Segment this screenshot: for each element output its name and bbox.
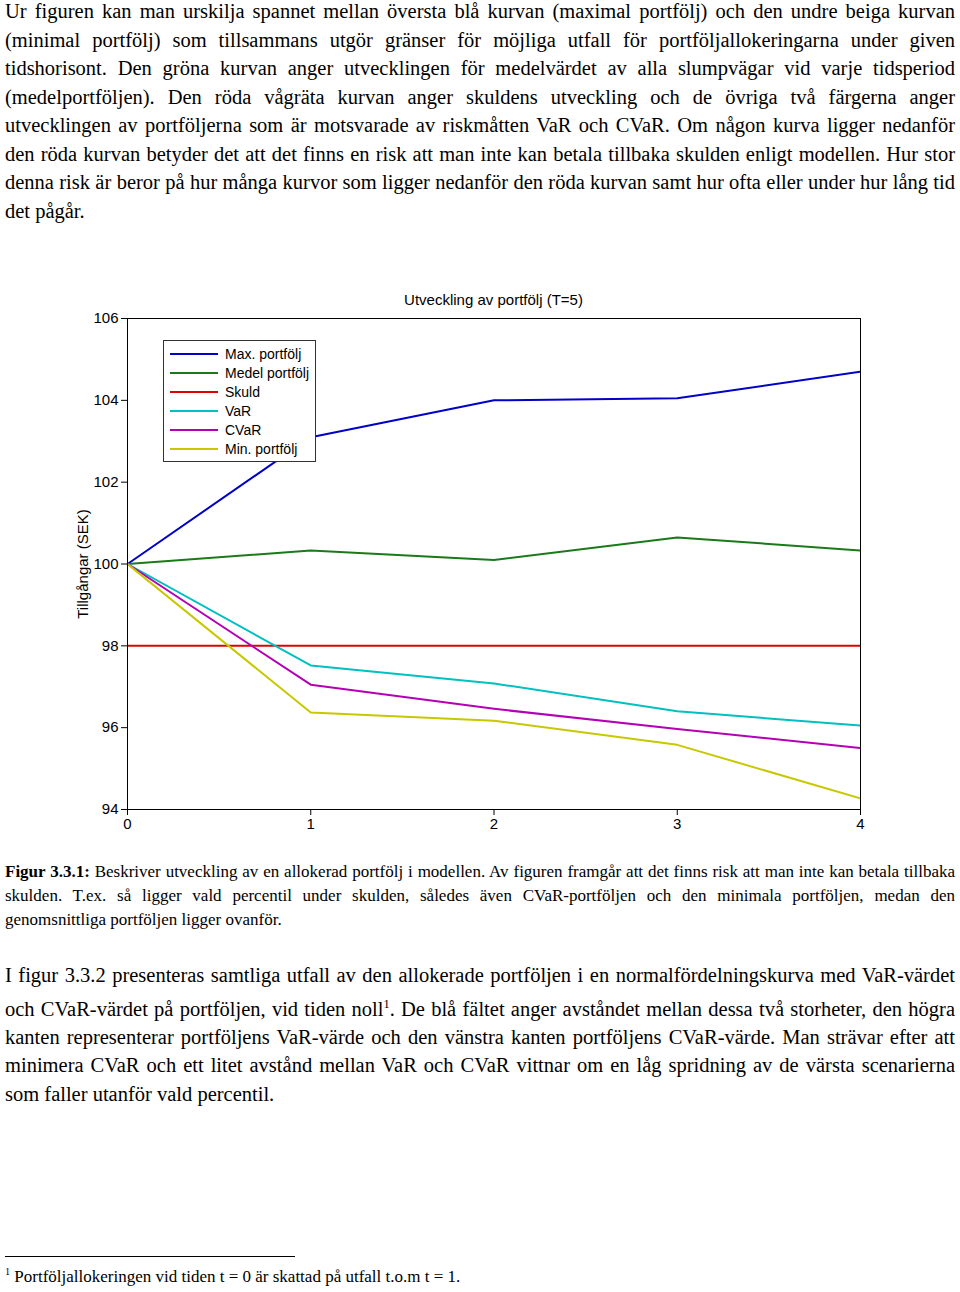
html-text:Ur figuren kan man urskilja sp: Ur figuren kan man urskilja spannet mell… (5, 0, 955, 222)
html-text:I figur 3.3.2 presenteras samt: I figur 3.3.2 presenteras samtliga utfal… (5, 964, 955, 1105)
svg-text:96: 96 (102, 718, 119, 735)
html-text:1Portföljallokeringen vid tide: 1Portföljallokeringen vid tiden t = 0 är… (5, 1266, 461, 1286)
svg-text:1: 1 (307, 815, 315, 832)
html-text:Min. portfölj: Min. portfölj (225, 440, 298, 457)
svg-text:94: 94 (102, 800, 119, 817)
html-text:Figur 3.3.1: Beskriver utveckl: Figur 3.3.1: Beskriver utveckling av en … (5, 862, 955, 929)
html-text:Utveckling av portfölj (T=5): Utveckling av portfölj (T=5) (404, 291, 583, 308)
svg-text:3: 3 (673, 815, 681, 832)
html-text:VaR: VaR (225, 402, 252, 419)
html-text:Medel portfölj: Medel portfölj (225, 364, 309, 381)
svg-text:4: 4 (856, 815, 864, 832)
html-text:Max. portfölj: Max. portfölj (225, 345, 302, 362)
svg-text:98: 98 (102, 637, 119, 654)
svg-text:102: 102 (93, 473, 118, 490)
svg-text:2: 2 (490, 815, 498, 832)
svg-text:Tillgångar (SEK): Tillgångar (SEK) (74, 509, 91, 618)
html-text:CVaR: CVaR (225, 421, 262, 438)
svg-text:0: 0 (123, 815, 131, 832)
svg-text:106: 106 (93, 309, 118, 326)
html-text:Skuld: Skuld (225, 383, 260, 400)
svg-text:100: 100 (93, 555, 118, 572)
svg-text:104: 104 (93, 391, 118, 408)
